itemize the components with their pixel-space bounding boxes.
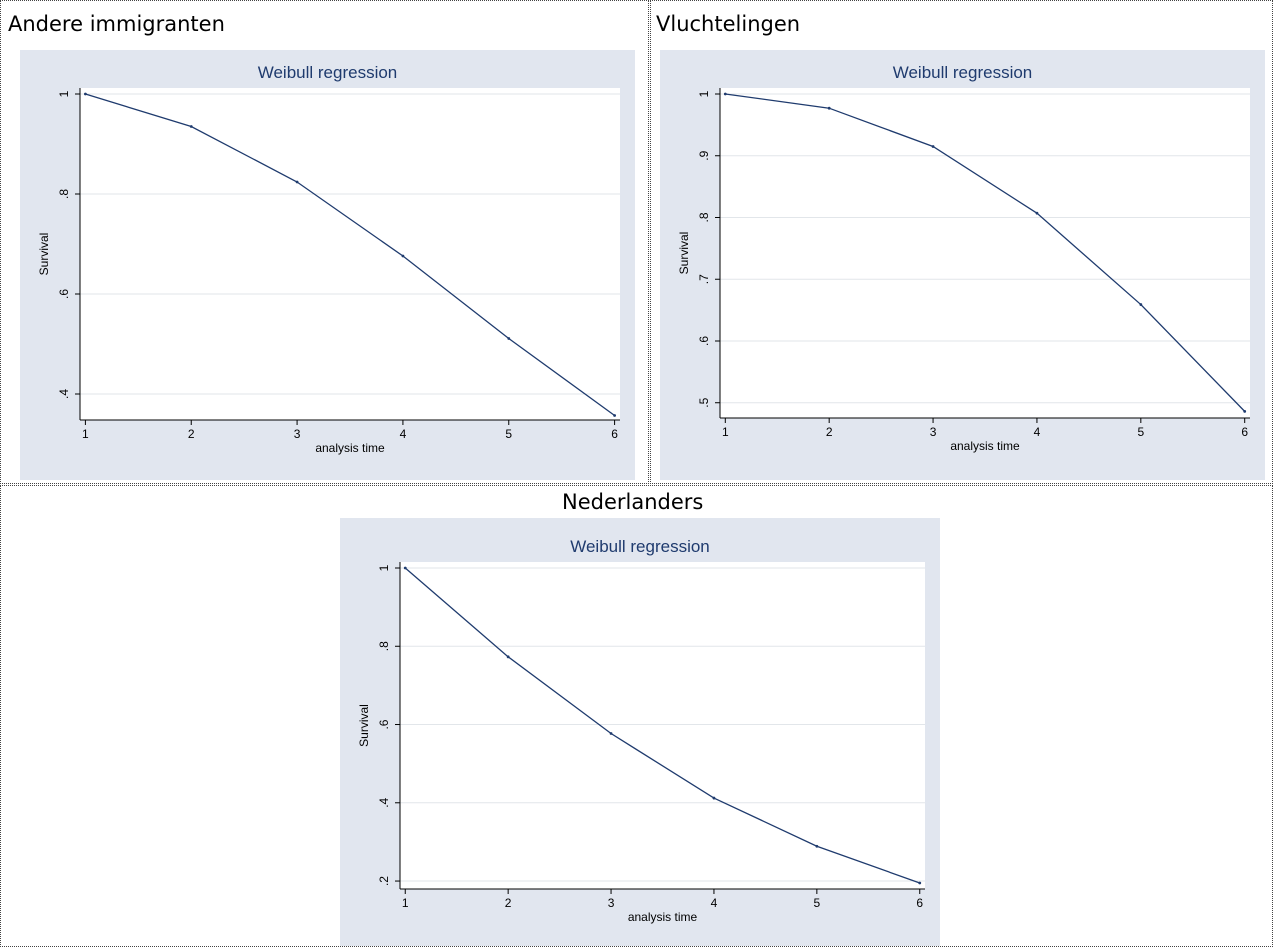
y-axis-label: Survival: [677, 232, 691, 275]
y-tick-label: .4: [57, 389, 71, 399]
y-tick-label: .2: [377, 876, 391, 886]
x-tick-label: 3: [930, 425, 937, 439]
x-tick-label: 2: [188, 427, 195, 441]
y-tick-label: .6: [697, 336, 711, 346]
chart-title: Weibull regression: [258, 63, 398, 82]
x-tick-label: 1: [402, 896, 409, 910]
x-tick-label: 5: [1137, 425, 1144, 439]
data-point: [931, 145, 935, 148]
y-axis-label: Survival: [37, 233, 51, 276]
chart-title: Weibull regression: [570, 537, 710, 556]
series-line: [725, 93, 1246, 412]
y-tick-label: 1: [57, 90, 71, 97]
x-axis-label: analysis time: [950, 439, 1020, 453]
series-line: [85, 93, 615, 417]
y-tick-label: 1: [697, 90, 711, 97]
panel-cell-andere-immigranten: [0, 0, 649, 484]
x-tick-label: 1: [722, 425, 729, 439]
data-point: [918, 881, 922, 885]
data-point: [506, 655, 510, 659]
chart-vluchtelingen: Weibull regression .5 .6 .7 .8 .9 1 1 2 3 4 5 6 analy…: [660, 50, 1265, 480]
data-point: [723, 92, 727, 96]
data-point: [1243, 409, 1247, 413]
x-tick-label: 3: [608, 896, 615, 910]
panel-label-nederlanders: Nederlanders: [562, 490, 704, 514]
x-tick-label: 6: [1241, 425, 1248, 439]
x-tick-label: 2: [826, 425, 833, 439]
x-tick-label: 4: [400, 427, 407, 441]
y-tick-label: .9: [697, 150, 711, 160]
y-tick-label: .4: [377, 797, 391, 807]
y-tick-label: .8: [377, 641, 391, 651]
data-point: [295, 180, 299, 184]
data-point: [609, 732, 613, 735]
x-tick-label: 6: [916, 896, 923, 910]
data-point: [1035, 211, 1039, 215]
x-tick-label: 2: [505, 896, 512, 910]
y-tick-label: .8: [697, 212, 711, 222]
x-tick-label: 6: [611, 427, 618, 441]
y-tick-label: .5: [697, 397, 711, 407]
y-tick-label: .6: [57, 289, 71, 299]
plot-area: [400, 562, 925, 889]
x-axis-label: analysis time: [628, 910, 698, 924]
data-point: [189, 125, 193, 128]
x-tick-label: 3: [294, 427, 301, 441]
plot-area: [80, 88, 620, 420]
x-tick-label: 5: [814, 896, 821, 910]
panel-label-vluchtelingen: Vluchtelingen: [656, 12, 801, 36]
x-tick-label: 1: [82, 427, 89, 441]
data-point: [613, 414, 616, 417]
plot-area: [720, 88, 1250, 418]
chart-title: Weibull regression: [893, 63, 1033, 82]
data-point: [401, 254, 405, 258]
data-point: [507, 337, 511, 340]
y-tick-label: .6: [377, 719, 391, 729]
data-point: [403, 566, 407, 570]
y-tick-label: .8: [57, 189, 71, 199]
data-point: [84, 92, 87, 96]
x-tick-label: 5: [505, 427, 512, 441]
y-axis-label: Survival: [357, 704, 371, 747]
y-tick-label: 1: [377, 564, 391, 571]
chart-nederlanders: Weibull regression .2 .4 .6 .8 1 1 2 3 4 5 6 analysi…: [340, 518, 940, 946]
panel-label-andere-immigranten: Andere immigranten: [8, 12, 225, 36]
x-axis-label: analysis time: [315, 441, 385, 455]
chart-andere-immigranten: Weibull regression .4 .6 .8 1 1 2 3 4 5 6 analysis …: [20, 50, 635, 480]
x-tick-label: 4: [711, 896, 718, 910]
series-line: [404, 567, 920, 884]
data-point: [815, 844, 819, 848]
data-point: [712, 796, 716, 800]
y-tick-label: .7: [697, 274, 711, 284]
data-point: [827, 106, 831, 110]
data-point: [1139, 303, 1143, 306]
x-tick-label: 4: [1034, 425, 1041, 439]
